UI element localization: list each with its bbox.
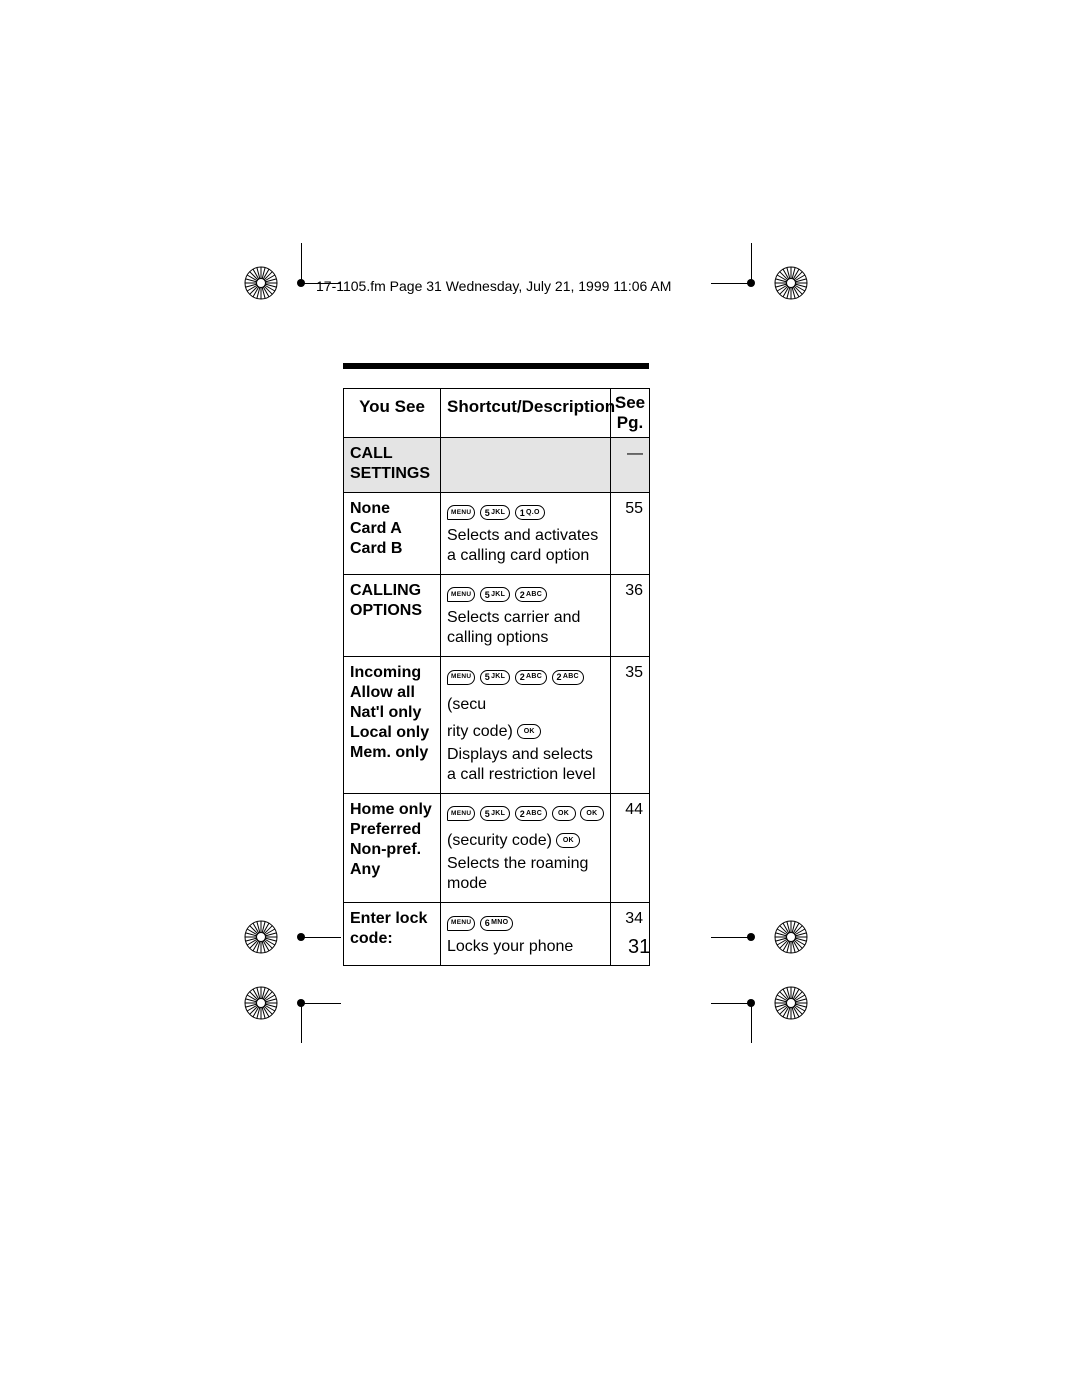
cell-you-see: NoneCard ACard B <box>344 493 441 575</box>
cell-see-pg: 44 <box>611 793 650 902</box>
shortcut-description: Locks your phone <box>447 937 604 957</box>
col-header-you-see: You See <box>344 389 441 438</box>
cell-see-pg: 55 <box>611 493 650 575</box>
crop-mark-icon <box>301 937 302 938</box>
key-icon: 5JKL <box>480 505 510 520</box>
cell-you-see: CALL SETTINGS <box>344 438 441 493</box>
page: 17-1105.fm Page 31 Wednesday, July 21, 1… <box>0 0 1080 1397</box>
cell-see-pg: 35 <box>611 657 650 794</box>
crop-mark-icon <box>301 1003 302 1004</box>
key-icon: OK <box>517 724 541 739</box>
cell-shortcut: MENU 5JKL 2ABC Selects carrier and calli… <box>441 575 611 657</box>
registration-mark-icon <box>244 266 278 300</box>
key-icon: OK <box>552 806 576 821</box>
table-row: CALL SETTINGS — <box>344 438 650 493</box>
key-icon: MENU <box>447 916 475 931</box>
registration-mark-icon <box>774 920 808 954</box>
key-icon: MENU <box>447 505 475 520</box>
registration-mark-icon <box>774 266 808 300</box>
registration-mark-icon <box>774 986 808 1020</box>
page-number: 31 <box>628 936 650 959</box>
cell-see-pg: — <box>611 438 650 493</box>
shortcuts-table: You See Shortcut/Description See Pg. CAL… <box>343 388 650 966</box>
cell-shortcut <box>441 438 611 493</box>
section-rule <box>343 363 649 369</box>
key-icon: MENU <box>447 670 475 685</box>
table-row: NoneCard ACard BMENU 5JKL 1Q.O Selects a… <box>344 493 650 575</box>
key-icon: 1Q.O <box>515 505 545 520</box>
table-row: Home onlyPreferredNon-pref.AnyMENU 5JKL … <box>344 793 650 902</box>
shortcut-description: Selects and activates a calling card opt… <box>447 526 604 566</box>
cell-shortcut: MENU 5JKL 2ABC OK OK (security code) OK … <box>441 793 611 902</box>
crop-mark-icon <box>751 937 752 938</box>
cell-see-pg: 36 <box>611 575 650 657</box>
cell-shortcut: MENU 6MNO Locks your phone <box>441 903 611 965</box>
key-icon: OK <box>556 833 580 848</box>
key-icon: 2ABC <box>515 587 547 602</box>
table-header-row: You See Shortcut/Description See Pg. <box>344 389 650 438</box>
cell-you-see: IncomingAllow allNat'l onlyLocal onlyMem… <box>344 657 441 794</box>
registration-mark-icon <box>244 920 278 954</box>
col-header-shortcut: Shortcut/Description <box>441 389 611 438</box>
registration-mark-icon <box>244 986 278 1020</box>
cell-shortcut: MENU 5JKL 2ABC 2ABC (security code) OK D… <box>441 657 611 794</box>
table-row: CALLING OPTIONSMENU 5JKL 2ABC Selects ca… <box>344 575 650 657</box>
key-icon: OK <box>580 806 604 821</box>
shortcut-description: Selects carrier and calling options <box>447 608 604 648</box>
crop-mark-icon <box>301 283 302 284</box>
cell-you-see: Home onlyPreferredNon-pref.Any <box>344 793 441 902</box>
running-header: 17-1105.fm Page 31 Wednesday, July 21, 1… <box>316 278 671 294</box>
shortcut-description: Displays and selects a call restriction … <box>447 745 604 785</box>
crop-mark-icon <box>751 283 752 284</box>
shortcut-description: Selects the roaming mode <box>447 854 604 894</box>
col-header-see-pg: See Pg. <box>611 389 650 438</box>
cell-shortcut: MENU 5JKL 1Q.O Selects and activates a c… <box>441 493 611 575</box>
key-icon: 5JKL <box>480 587 510 602</box>
key-icon: 2ABC <box>552 670 584 685</box>
crop-mark-icon <box>751 1003 752 1004</box>
key-icon: MENU <box>447 587 475 602</box>
table-row: Enter lock code:MENU 6MNO Locks your pho… <box>344 903 650 965</box>
key-icon: 2ABC <box>515 806 547 821</box>
key-icon: 5JKL <box>480 806 510 821</box>
table-row: IncomingAllow allNat'l onlyLocal onlyMem… <box>344 657 650 794</box>
key-icon: 2ABC <box>515 670 547 685</box>
key-icon: 6MNO <box>480 916 514 931</box>
cell-you-see: Enter lock code: <box>344 903 441 965</box>
cell-you-see: CALLING OPTIONS <box>344 575 441 657</box>
key-icon: MENU <box>447 806 475 821</box>
key-icon: 5JKL <box>480 670 510 685</box>
